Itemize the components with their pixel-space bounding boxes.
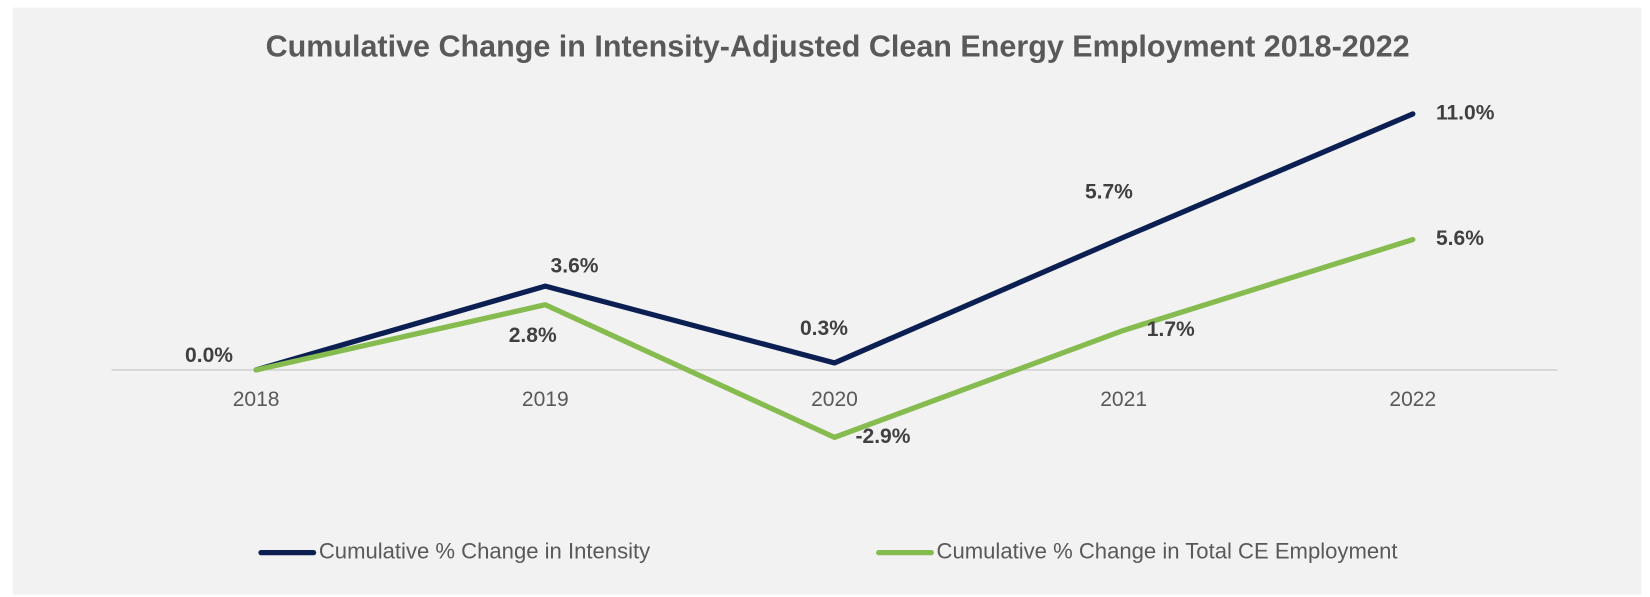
- data-label: 5.7%: [1085, 181, 1133, 204]
- legend-label: Cumulative % Change in Intensity: [319, 538, 650, 563]
- chart-background: [12, 7, 1642, 595]
- data-label: 0.3%: [800, 317, 848, 340]
- x-tick-label: 2022: [1389, 388, 1436, 411]
- x-tick-label: 2020: [811, 388, 858, 411]
- data-label: 5.6%: [1436, 227, 1484, 250]
- series-line: [253, 236, 1416, 440]
- legend-label: Cumulative % Change in Total CE Employme…: [937, 538, 1398, 563]
- data-label: 11.0%: [1436, 102, 1495, 125]
- chart-title: Cumulative Change in Intensity-Adjusted …: [266, 30, 1410, 64]
- data-label: 1.7%: [1147, 318, 1195, 341]
- data-label: 2.8%: [509, 324, 557, 347]
- data-label: 0.0%: [185, 344, 233, 367]
- x-tick-label: 2019: [522, 388, 569, 411]
- x-tick-label: 2018: [233, 388, 280, 411]
- data-label: -2.9%: [856, 425, 911, 448]
- data-label: 3.6%: [551, 255, 599, 278]
- series-line: [253, 111, 1416, 373]
- x-tick-label: 2021: [1100, 388, 1147, 411]
